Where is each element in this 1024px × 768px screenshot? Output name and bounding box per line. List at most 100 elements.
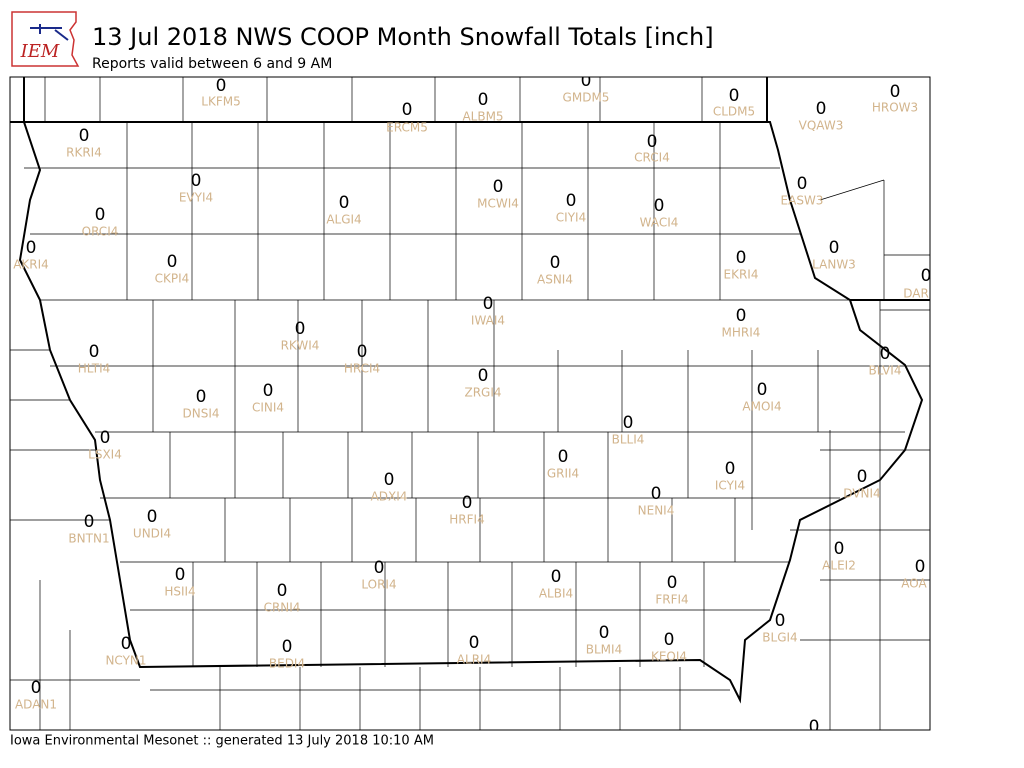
station-value: 0	[551, 567, 562, 587]
station-id: LANW3	[812, 258, 856, 272]
logo-icon	[30, 24, 69, 41]
station-value: 0	[667, 573, 678, 593]
station-value: 0	[121, 634, 132, 654]
station-value: 0	[493, 177, 504, 197]
station-id: ERCM5	[386, 121, 428, 135]
station-value: 0	[647, 132, 658, 152]
station-id: HRCI4	[344, 362, 380, 376]
station-value: 0	[357, 342, 368, 362]
station-id: BLLI4	[612, 433, 645, 447]
station-id: FRFI4	[655, 593, 688, 607]
station-id: DNSI4	[182, 407, 219, 421]
station-id: HRFI4	[449, 513, 484, 527]
station-value: 0	[147, 507, 158, 527]
station-id: BNTN1	[68, 532, 109, 546]
station-value: 0	[915, 557, 926, 577]
station-id: DAR	[903, 287, 929, 301]
station-value: 0	[478, 90, 489, 110]
station-id: EKRI4	[724, 268, 759, 282]
station-id: ALRI4	[457, 653, 491, 667]
station-id: BLGI4	[762, 631, 797, 645]
station-id: NENI4	[638, 504, 675, 518]
station-id: ALBM5	[462, 110, 503, 124]
station-value: 0	[191, 171, 202, 191]
station-value: 0	[478, 366, 489, 386]
station-id: CRCI4	[634, 151, 670, 165]
station-id: EVYI4	[179, 191, 213, 205]
station-value: 0	[89, 342, 100, 362]
station-id: CLDM5	[713, 105, 755, 119]
station-id: GMDM5	[563, 91, 610, 105]
station-id: CRNI4	[264, 601, 301, 615]
station-id: LKFM5	[201, 95, 240, 109]
station-value: 0	[167, 252, 178, 272]
station-value: 0	[834, 539, 845, 559]
station-id: HSII4	[164, 585, 195, 599]
station-value: 0	[581, 71, 592, 91]
station-id: NCYN1	[105, 654, 146, 668]
station-value: 0	[797, 174, 808, 194]
station-id: EASW3	[781, 194, 824, 208]
footer: Iowa Environmental Mesonet :: generated …	[10, 734, 434, 749]
station-value: 0	[384, 470, 395, 490]
logo: IEM	[11, 11, 80, 67]
station-value: 0	[26, 238, 37, 258]
station-value: 0	[729, 86, 740, 106]
station-value: 0	[263, 381, 274, 401]
station-value: 0	[339, 193, 350, 213]
station-id: IWAI4	[471, 314, 505, 328]
station-value: 0	[736, 248, 747, 268]
state-border-north	[23, 77, 930, 301]
station-value: 0	[809, 717, 820, 737]
station-value: 0	[469, 633, 480, 653]
station-value: 0	[623, 413, 634, 433]
logo-text: IEM	[20, 41, 60, 62]
station-value: 0	[736, 306, 747, 326]
station-id: AMOI4	[742, 400, 781, 414]
station-id: CIYI4	[556, 211, 586, 225]
station-value: 0	[282, 637, 293, 657]
station-id: ASNI4	[537, 273, 573, 287]
station-value: 0	[558, 447, 569, 467]
station-value: 0	[462, 493, 473, 513]
station-id: RKRI4	[66, 146, 102, 160]
station-id: RKWI4	[281, 339, 320, 353]
station-value: 0	[651, 484, 662, 504]
map-subtitle: Reports valid between 6 and 9 AM	[92, 56, 332, 72]
station-id: CINI4	[252, 401, 284, 415]
station-value: 0	[483, 294, 494, 314]
county-lines	[10, 77, 930, 730]
station-value: 0	[196, 387, 207, 407]
boundaries	[10, 77, 930, 730]
station-id: ZRGI4	[464, 386, 501, 400]
station-value: 0	[857, 467, 868, 487]
station-id: WACI4	[640, 216, 679, 230]
state-border	[10, 121, 924, 704]
station-id: ALBI4	[539, 587, 573, 601]
station-id: LORI4	[361, 578, 396, 592]
logo-outline	[11, 11, 80, 67]
station-value: 0	[880, 344, 891, 364]
station-id: KEOI4	[651, 650, 687, 664]
station-value: 0	[816, 99, 827, 119]
station-value: 0	[550, 253, 561, 273]
station-value: 0	[599, 623, 610, 643]
station-id: ALGI4	[326, 213, 361, 227]
station-value: 0	[757, 380, 768, 400]
station-value: 0	[890, 82, 901, 102]
station-value: 0	[84, 512, 95, 532]
station-id: MHRI4	[722, 326, 761, 340]
station-id: UNDI4	[133, 527, 171, 541]
station-value: 0	[566, 191, 577, 211]
station-id: ADAN1	[15, 698, 57, 712]
station-id: GRII4	[547, 467, 579, 481]
station-value: 0	[402, 100, 413, 120]
station-id: VQAW3	[799, 119, 844, 133]
station-id: BLMI4	[586, 643, 622, 657]
station-id: BLVI4	[869, 364, 902, 378]
station-id: LSXI4	[88, 448, 122, 462]
station-value: 0	[295, 319, 306, 339]
